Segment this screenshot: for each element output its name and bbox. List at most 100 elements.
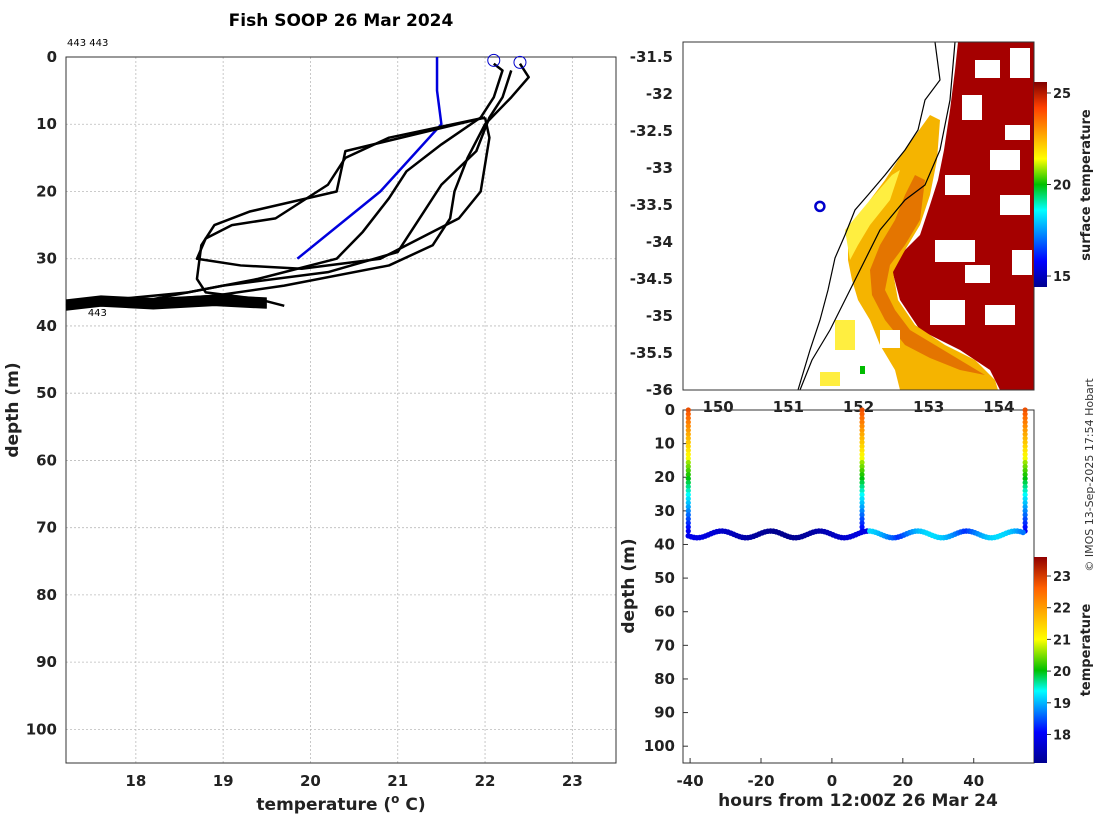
section-x-tick-label: -40 [677,772,704,790]
data-point [685,411,691,417]
data-point [685,471,691,478]
data-point [1022,524,1028,530]
cool-water-patch [860,366,865,374]
data-point [685,508,691,514]
bottom-trace [65,302,267,310]
data-point [859,407,865,413]
coastal-water-south [835,320,855,350]
colorbar-tick-label: 20 [1053,179,1071,194]
colorbar-tick-label: 23 [1053,570,1071,585]
series-line-profile-5 [195,116,491,271]
y-tick-label: 50 [36,384,57,402]
profile-x-axis-label: temperature (o C) [256,792,425,815]
section-y-tick-label: 60 [654,603,675,621]
y-tick-label: 20 [36,182,57,200]
section-frame [682,409,1035,764]
start-marker [513,55,527,69]
data-point [685,463,691,470]
series-line-profile-3 [74,70,513,308]
data-point [859,500,865,506]
bottom-trace [65,301,267,309]
frontal-water [870,175,985,375]
section-points [685,407,1028,541]
map-lon-tick-label: 151 [773,398,804,416]
data-point [1022,516,1028,522]
section-y-tick-label: 30 [654,502,675,520]
bottom-trace [65,300,267,307]
colorbar-tick-label: 21 [1053,633,1071,648]
bottom-trace [65,298,267,306]
data-point [859,439,865,445]
data-point [1022,467,1028,474]
data-point [859,435,865,441]
map-lon-tick-label: 153 [913,398,944,416]
bottom-trace [65,297,267,305]
data-point [685,427,691,433]
data-point [859,508,865,514]
data-point [1022,484,1028,490]
map-lon-tick-label: 150 [702,398,733,416]
section-x-tick-label: 20 [892,772,913,790]
section-x-tick-label: -20 [747,772,774,790]
temperature-colorbar-ticks: 18 19 20 21 22 23 [1047,570,1071,743]
section-x-tick-label: 40 [963,772,984,790]
sst-colorbar-label: surface temperature [1079,109,1094,261]
data-point [859,443,865,449]
data-point [859,431,865,437]
x-tick-label: 20 [300,772,321,790]
temperature-colorbar [1034,557,1047,763]
data-point [859,427,865,433]
copyright-note: © IMOS 13-Sep-2025 17:54 Hobart [1083,378,1096,572]
map-lon-tick-label: 154 [983,398,1014,416]
profile-series: 443 [65,53,530,319]
map-lat-tick-label: -32.5 [630,122,673,140]
colorbar-tick-label: 25 [1053,87,1071,102]
data-point [1022,508,1028,514]
data-point [859,419,865,425]
data-point [685,419,691,425]
x-tick-label: 21 [387,772,408,790]
data-point [1022,512,1028,518]
data-point [685,524,691,530]
data-point [1022,447,1028,453]
series-line-climatology [296,57,443,260]
y-tick-label: 70 [36,519,57,537]
section-y-tick-label: 90 [654,704,675,722]
data-point [685,467,691,474]
sst-colorbar-ticks: 15 20 25 [1047,87,1071,285]
data-point [1022,475,1028,482]
data-point [1022,488,1028,494]
data-point [1022,431,1028,437]
cloud-gaps [880,48,1032,348]
map-lat-tick-label: -35 [646,307,673,325]
data-point [859,451,865,457]
data-point [685,512,691,518]
data-point [859,415,865,421]
data-point [685,451,691,457]
warm-core-water [892,42,1034,390]
data-point [1022,407,1028,413]
data-point [685,492,691,498]
section-y-tick-label: 70 [654,636,675,654]
profile-y-axis-label: depth (m) [3,362,23,457]
colorbar-tick-label: 15 [1053,270,1071,285]
section-x-tick-label: 0 [827,772,837,790]
location-marker [814,200,826,213]
data-point [685,480,691,486]
data-point [685,488,691,494]
data-point [685,447,691,453]
profile-grid [66,56,616,763]
data-point [685,500,691,506]
data-point [685,443,691,449]
map-ticks: -31.5 -32 -32.5 -33 -33.5 -34 -34.5 -35 -35.5 -36… [630,48,1015,416]
data-point [859,524,865,530]
data-point [1022,411,1028,417]
profile-axes-frame [65,56,617,764]
data-point [1022,427,1028,433]
coastline [797,42,941,390]
data-point [1022,415,1028,421]
y-tick-label: 90 [36,653,57,671]
sst-map [797,42,1034,390]
data-point [685,528,691,534]
data-point [685,435,691,441]
